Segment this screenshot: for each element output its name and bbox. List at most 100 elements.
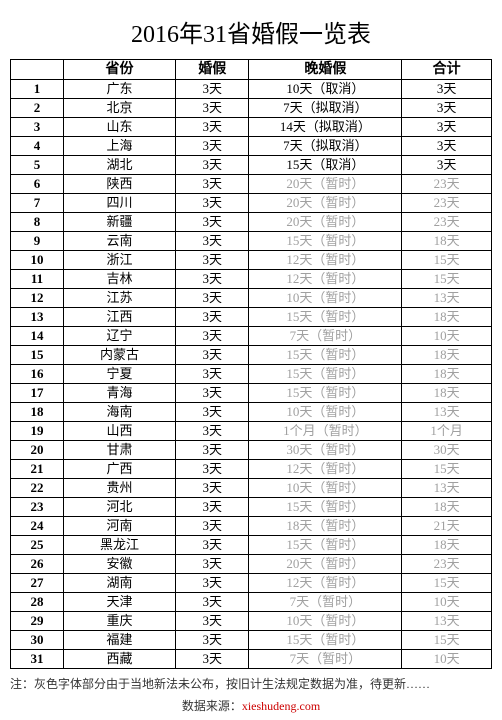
cell-index: 1: [11, 80, 64, 99]
cell-index: 10: [11, 251, 64, 270]
cell-total: 21天: [402, 517, 492, 536]
cell-province: 山西: [63, 422, 175, 441]
table-row: 15内蒙古3天15天（暂时）18天: [11, 346, 492, 365]
cell-leave: 3天: [176, 289, 249, 308]
cell-province: 广西: [63, 460, 175, 479]
cell-index: 6: [11, 175, 64, 194]
cell-total: 3天: [402, 99, 492, 118]
cell-province: 西藏: [63, 650, 175, 669]
cell-index: 16: [11, 365, 64, 384]
cell-total: 15天: [402, 574, 492, 593]
cell-total: 3天: [402, 156, 492, 175]
cell-province: 辽宁: [63, 327, 175, 346]
cell-province: 四川: [63, 194, 175, 213]
col-leave: 婚假: [176, 60, 249, 80]
col-total: 合计: [402, 60, 492, 80]
cell-total: 23天: [402, 213, 492, 232]
cell-late: 10天（暂时）: [249, 479, 402, 498]
cell-total: 18天: [402, 365, 492, 384]
cell-province: 海南: [63, 403, 175, 422]
cell-index: 24: [11, 517, 64, 536]
cell-total: 15天: [402, 270, 492, 289]
cell-late: 12天（暂时）: [249, 270, 402, 289]
cell-late: 7天（拟取消）: [249, 99, 402, 118]
cell-leave: 3天: [176, 498, 249, 517]
cell-late: 15天（暂时）: [249, 365, 402, 384]
cell-province: 云南: [63, 232, 175, 251]
cell-leave: 3天: [176, 612, 249, 631]
cell-late: 7天（暂时）: [249, 593, 402, 612]
cell-late: 30天（暂时）: [249, 441, 402, 460]
cell-total: 18天: [402, 498, 492, 517]
cell-leave: 3天: [176, 517, 249, 536]
cell-index: 5: [11, 156, 64, 175]
cell-late: 15天（取消）: [249, 156, 402, 175]
cell-index: 2: [11, 99, 64, 118]
table-row: 11吉林3天12天（暂时）15天: [11, 270, 492, 289]
cell-total: 15天: [402, 251, 492, 270]
cell-index: 19: [11, 422, 64, 441]
cell-index: 25: [11, 536, 64, 555]
cell-late: 7天（拟取消）: [249, 137, 402, 156]
cell-total: 18天: [402, 308, 492, 327]
cell-total: 23天: [402, 194, 492, 213]
cell-late: 15天（暂时）: [249, 498, 402, 517]
cell-leave: 3天: [176, 384, 249, 403]
cell-province: 江苏: [63, 289, 175, 308]
cell-late: 15天（暂时）: [249, 346, 402, 365]
table-row: 6陕西3天20天（暂时）23天: [11, 175, 492, 194]
cell-province: 宁夏: [63, 365, 175, 384]
cell-leave: 3天: [176, 460, 249, 479]
cell-province: 广东: [63, 80, 175, 99]
table-row: 1广东3天10天（取消）3天: [11, 80, 492, 99]
table-row: 16宁夏3天15天（暂时）18天: [11, 365, 492, 384]
cell-total: 1个月: [402, 422, 492, 441]
cell-leave: 3天: [176, 232, 249, 251]
cell-index: 4: [11, 137, 64, 156]
cell-late: 12天（暂时）: [249, 460, 402, 479]
table-row: 23河北3天15天（暂时）18天: [11, 498, 492, 517]
cell-province: 北京: [63, 99, 175, 118]
col-late: 晚婚假: [249, 60, 402, 80]
cell-index: 23: [11, 498, 64, 517]
source-url: xieshudeng.com: [242, 699, 320, 713]
cell-total: 18天: [402, 384, 492, 403]
cell-total: 13天: [402, 403, 492, 422]
table-row: 9云南3天15天（暂时）18天: [11, 232, 492, 251]
table-row: 14辽宁3天7天（暂时）10天: [11, 327, 492, 346]
cell-late: 20天（暂时）: [249, 175, 402, 194]
footnote-text: 注：灰色字体部分由于当地新法未公布，按旧计生法规定数据为准，待更新……: [10, 675, 492, 693]
cell-index: 9: [11, 232, 64, 251]
cell-late: 10天（取消）: [249, 80, 402, 99]
table-row: 26安徽3天20天（暂时）23天: [11, 555, 492, 574]
cell-late: 7天（暂时）: [249, 327, 402, 346]
cell-leave: 3天: [176, 194, 249, 213]
cell-province: 福建: [63, 631, 175, 650]
cell-province: 吉林: [63, 270, 175, 289]
cell-index: 30: [11, 631, 64, 650]
cell-province: 重庆: [63, 612, 175, 631]
cell-late: 10天（暂时）: [249, 403, 402, 422]
cell-index: 3: [11, 118, 64, 137]
cell-index: 28: [11, 593, 64, 612]
cell-total: 23天: [402, 555, 492, 574]
cell-index: 18: [11, 403, 64, 422]
cell-total: 10天: [402, 650, 492, 669]
cell-index: 21: [11, 460, 64, 479]
cell-total: 13天: [402, 612, 492, 631]
cell-late: 1个月（暂时）: [249, 422, 402, 441]
cell-total: 15天: [402, 631, 492, 650]
page-title: 2016年31省婚假一览表: [10, 8, 492, 59]
cell-index: 13: [11, 308, 64, 327]
table-row: 30福建3天15天（暂时）15天: [11, 631, 492, 650]
cell-leave: 3天: [176, 137, 249, 156]
cell-leave: 3天: [176, 99, 249, 118]
source-prefix: 数据来源：: [182, 699, 242, 713]
table-row: 5湖北3天15天（取消）3天: [11, 156, 492, 175]
cell-index: 14: [11, 327, 64, 346]
cell-province: 河南: [63, 517, 175, 536]
table-row: 8新疆3天20天（暂时）23天: [11, 213, 492, 232]
table-row: 28天津3天7天（暂时）10天: [11, 593, 492, 612]
cell-total: 3天: [402, 80, 492, 99]
cell-late: 10天（暂时）: [249, 612, 402, 631]
